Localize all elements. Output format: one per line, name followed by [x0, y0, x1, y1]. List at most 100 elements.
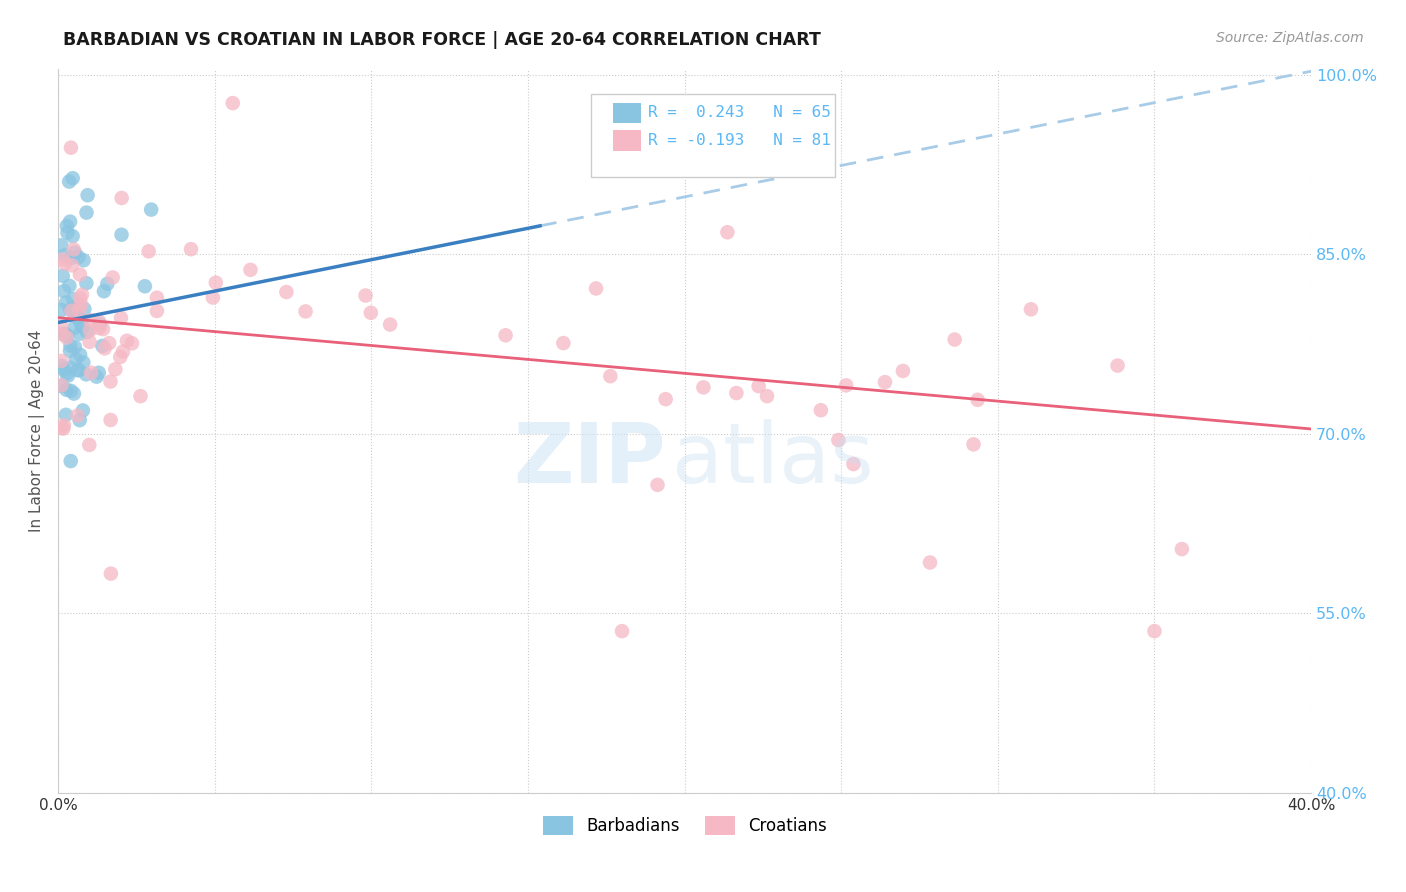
Point: [87, 366, 110, 380]
Point: [55, 367, 77, 381]
Point: [51, 421, 73, 435]
Point: [51, 326, 73, 341]
Point: [75, 276, 97, 290]
Point: [111, 344, 134, 359]
Point: [918, 556, 941, 570]
Point: [86, 369, 108, 384]
Point: [716, 225, 738, 239]
Point: [111, 191, 134, 205]
Point: [756, 389, 779, 403]
FancyBboxPatch shape: [613, 130, 641, 151]
Point: [647, 478, 669, 492]
Point: [146, 304, 169, 318]
Text: Source: ZipAtlas.com: Source: ZipAtlas.com: [1216, 31, 1364, 45]
Point: [79, 334, 101, 349]
Point: [180, 242, 202, 256]
Point: [52, 421, 75, 435]
Text: atlas: atlas: [672, 419, 875, 500]
Point: [67, 363, 90, 377]
Point: [59, 384, 82, 398]
Point: [80, 366, 103, 380]
Point: [55, 326, 77, 341]
Point: [63, 340, 86, 354]
Point: [73, 301, 96, 316]
Point: [69, 413, 91, 427]
Point: [79, 323, 101, 337]
Point: [51, 379, 73, 393]
Point: [52, 284, 75, 298]
Point: [553, 336, 575, 351]
Point: [51, 319, 73, 334]
Point: [59, 454, 82, 468]
Point: [51, 359, 73, 373]
Point: [91, 322, 114, 336]
Point: [56, 219, 79, 233]
Point: [115, 334, 138, 348]
Point: [62, 229, 84, 244]
Point: [134, 279, 156, 293]
Point: [101, 270, 124, 285]
Point: [1019, 302, 1042, 317]
Point: [62, 171, 84, 186]
Point: [110, 310, 132, 325]
Point: [66, 363, 89, 377]
Point: [59, 252, 82, 266]
Point: [810, 403, 832, 417]
Text: ZIP: ZIP: [513, 419, 666, 500]
Point: [59, 338, 82, 352]
Point: [654, 392, 676, 406]
Point: [51, 354, 73, 368]
Point: [79, 438, 101, 452]
Point: [69, 291, 91, 305]
Point: [201, 291, 224, 305]
Point: [72, 253, 94, 268]
Point: [70, 287, 93, 301]
Point: [1143, 624, 1166, 639]
Point: [55, 331, 77, 345]
Point: [63, 386, 86, 401]
Point: [89, 321, 111, 335]
Point: [835, 378, 858, 392]
Point: [60, 259, 83, 273]
Y-axis label: In Labor Force | Age 20-64: In Labor Force | Age 20-64: [30, 329, 45, 532]
Point: [72, 355, 94, 369]
Point: [138, 244, 160, 259]
Point: [129, 389, 152, 403]
Text: R = -0.193   N = 81: R = -0.193 N = 81: [648, 133, 831, 148]
Point: [93, 285, 115, 299]
Point: [89, 315, 111, 329]
Point: [58, 278, 80, 293]
Point: [76, 325, 98, 339]
Point: [121, 336, 143, 351]
Point: [59, 343, 82, 358]
Point: [110, 350, 132, 364]
Point: [873, 375, 896, 389]
Point: [55, 295, 77, 310]
Point: [51, 238, 73, 252]
Point: [354, 288, 377, 302]
Point: [1107, 359, 1129, 373]
Point: [204, 276, 226, 290]
Point: [70, 297, 93, 311]
Point: [63, 321, 86, 335]
Point: [56, 226, 79, 240]
Point: [692, 380, 714, 394]
Point: [79, 313, 101, 327]
Point: [59, 302, 82, 317]
Point: [1171, 542, 1194, 557]
Point: [67, 302, 90, 317]
Point: [725, 386, 748, 401]
Point: [91, 339, 114, 353]
Point: [76, 205, 98, 219]
Point: [72, 403, 94, 417]
Point: [966, 392, 988, 407]
Point: [69, 326, 91, 341]
Point: [75, 368, 97, 382]
Point: [360, 306, 382, 320]
Point: [51, 378, 73, 392]
Point: [56, 368, 79, 383]
Point: [222, 96, 245, 111]
Point: [52, 418, 75, 433]
Point: [495, 328, 517, 343]
Point: [239, 262, 262, 277]
